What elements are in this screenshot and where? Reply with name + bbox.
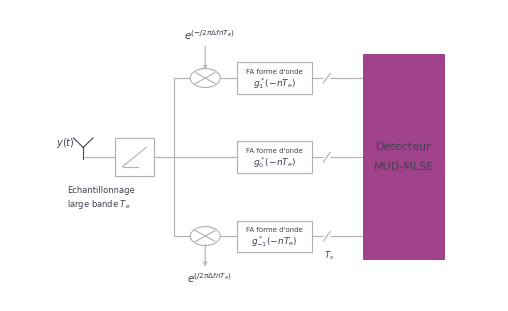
Text: FA forme d'onde: FA forme d'onde	[246, 227, 302, 234]
Text: $e^{(-j2\pi\Delta fnT_e)}$: $e^{(-j2\pi\Delta fnT_e)}$	[184, 28, 235, 42]
Text: $g_0^*(-nT_e)$: $g_0^*(-nT_e)$	[252, 155, 296, 170]
Bar	[237, 142, 311, 173]
Bar	[237, 63, 311, 94]
Text: $y(t)$: $y(t)$	[56, 136, 74, 150]
Bar	[237, 220, 311, 252]
Text: FA forme d'onde: FA forme d'onde	[246, 69, 302, 76]
Text: $e^{(j2\pi\Delta fnT_e)}$: $e^{(j2\pi\Delta fnT_e)}$	[187, 271, 232, 285]
Text: Echantillonnage: Echantillonnage	[68, 186, 135, 195]
Text: $g_{-1}^*(-nT_e)$: $g_{-1}^*(-nT_e)$	[251, 234, 297, 249]
Bar	[363, 54, 446, 260]
Text: Détecteur: Détecteur	[376, 142, 432, 152]
Text: large bande $T_e$: large bande $T_e$	[68, 198, 131, 211]
Text: $g_1^*(-nT_e)$: $g_1^*(-nT_e)$	[252, 76, 296, 91]
Text: FA forme d'onde: FA forme d'onde	[246, 148, 302, 155]
Bar	[115, 138, 154, 176]
Text: $T_s$: $T_s$	[324, 249, 334, 262]
Text: MUD-MLSE: MUD-MLSE	[374, 162, 434, 172]
